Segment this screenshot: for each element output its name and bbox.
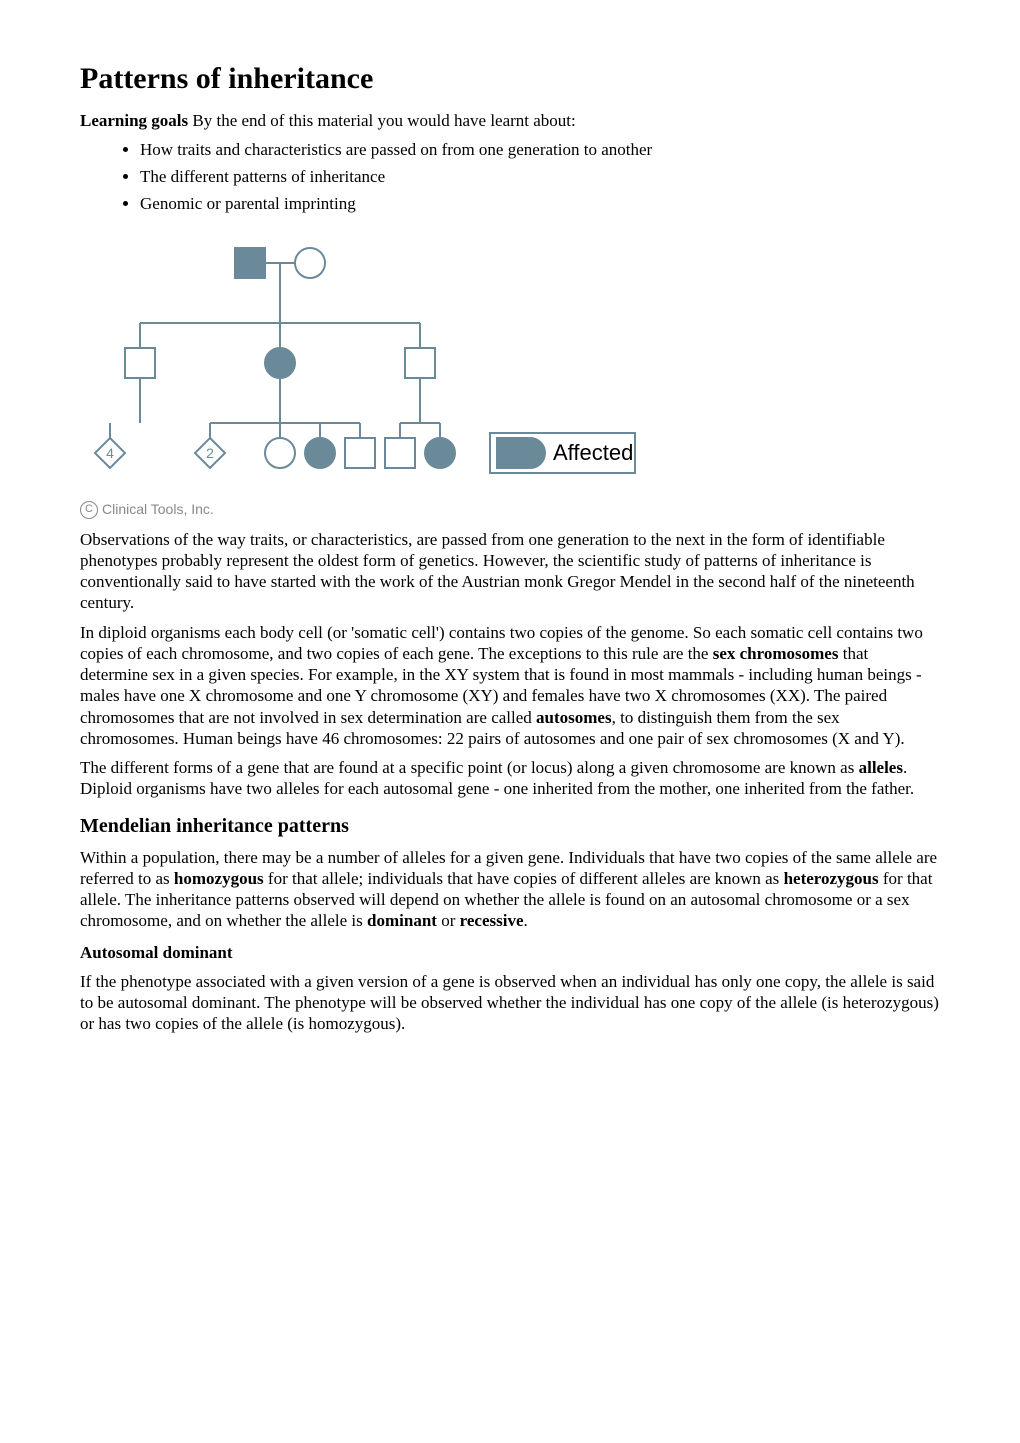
learning-goals-label: Learning goals: [80, 111, 188, 130]
svg-text:2: 2: [206, 445, 214, 461]
learning-goals-list: How traits and characteristics are passe…: [80, 139, 940, 215]
copyright-text: Clinical Tools, Inc.: [102, 501, 214, 519]
term-alleles: alleles: [859, 758, 903, 777]
text: .: [524, 911, 528, 930]
copyright-icon: C: [80, 501, 98, 519]
list-item: How traits and characteristics are passe…: [140, 139, 940, 160]
term-dominant: dominant: [367, 911, 437, 930]
paragraph-diploid: In diploid organisms each body cell (or …: [80, 622, 940, 750]
heading-mendelian: Mendelian inheritance patterns: [80, 814, 940, 839]
svg-text:Affected: Affected: [553, 440, 633, 465]
text: for that allele; individuals that have c…: [264, 869, 784, 888]
svg-text:4: 4: [106, 445, 114, 461]
pedigree-svg: 4 2 Affected: [80, 233, 640, 493]
learning-goals-line: Learning goals By the end of this materi…: [80, 110, 940, 131]
term-heterozygous: heterozygous: [784, 869, 879, 888]
paragraph-intro: Observations of the way traits, or chara…: [80, 529, 940, 614]
list-item: The different patterns of inheritance: [140, 166, 940, 187]
term-homozygous: homozygous: [174, 869, 264, 888]
heading-autosomal-dominant: Autosomal dominant: [80, 942, 940, 963]
paragraph-mendelian: Within a population, there may be a numb…: [80, 847, 940, 932]
text: The different forms of a gene that are f…: [80, 758, 859, 777]
page-title: Patterns of inheritance: [80, 60, 940, 98]
paragraph-alleles: The different forms of a gene that are f…: [80, 757, 940, 800]
term-sex-chromosomes: sex chromosomes: [713, 644, 839, 663]
term-recessive: recessive: [460, 911, 524, 930]
text: or: [437, 911, 460, 930]
pedigree-diagram: 4 2 Affected: [80, 233, 940, 493]
list-item: Genomic or parental imprinting: [140, 193, 940, 214]
copyright-line: C Clinical Tools, Inc.: [80, 501, 940, 519]
paragraph-autosomal-dominant: If the phenotype associated with a given…: [80, 971, 940, 1035]
term-autosomes: autosomes: [536, 708, 612, 727]
learning-goals-intro: By the end of this material you would ha…: [188, 111, 576, 130]
